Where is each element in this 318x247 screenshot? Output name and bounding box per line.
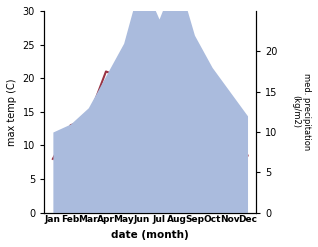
X-axis label: date (month): date (month) [111, 230, 189, 240]
Y-axis label: med. precipitation
(kg/m2): med. precipitation (kg/m2) [292, 73, 311, 150]
Y-axis label: max temp (C): max temp (C) [7, 78, 17, 145]
